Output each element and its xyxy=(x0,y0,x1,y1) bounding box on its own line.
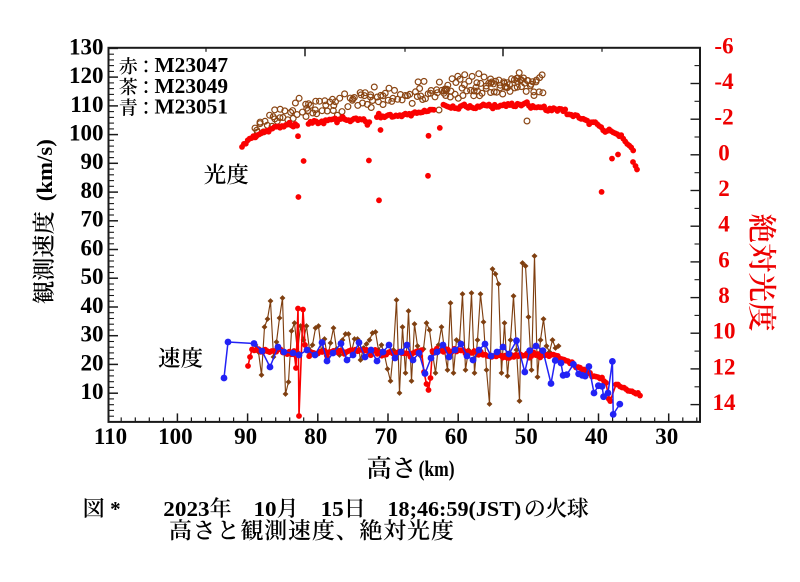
svg-text:4: 4 xyxy=(718,212,730,237)
svg-text:90: 90 xyxy=(81,149,104,174)
svg-text:60: 60 xyxy=(81,235,104,260)
svg-text:(km/s): (km/s) xyxy=(32,139,57,201)
svg-text:60: 60 xyxy=(445,424,468,449)
svg-text:14: 14 xyxy=(713,390,737,415)
svg-text:30: 30 xyxy=(655,424,678,449)
svg-text:20: 20 xyxy=(81,350,104,375)
svg-text:8: 8 xyxy=(718,283,730,308)
svg-text:M23051: M23051 xyxy=(155,95,229,119)
svg-text:30: 30 xyxy=(81,322,104,347)
svg-text:15: 15 xyxy=(321,497,344,521)
svg-text:40: 40 xyxy=(81,293,104,318)
svg-text:0: 0 xyxy=(718,140,730,165)
svg-text:50: 50 xyxy=(515,424,538,449)
svg-text:110: 110 xyxy=(94,424,127,449)
svg-text:2023: 2023 xyxy=(163,497,209,521)
svg-text:90: 90 xyxy=(234,424,257,449)
svg-text:130: 130 xyxy=(69,34,104,59)
svg-text:2: 2 xyxy=(718,176,730,201)
svg-text:80: 80 xyxy=(304,424,327,449)
svg-text:M23049: M23049 xyxy=(155,74,229,98)
svg-text:10: 10 xyxy=(81,379,104,404)
svg-text:12: 12 xyxy=(713,354,736,379)
svg-text:18;46:59(JST): 18;46:59(JST) xyxy=(388,497,522,521)
svg-text:40: 40 xyxy=(585,424,608,449)
svg-text:(km): (km) xyxy=(419,456,455,481)
svg-text:100: 100 xyxy=(158,424,193,449)
svg-text:70: 70 xyxy=(375,424,398,449)
svg-text:-6: -6 xyxy=(714,33,733,58)
svg-text:80: 80 xyxy=(81,178,104,203)
svg-text:110: 110 xyxy=(70,92,103,117)
svg-text:120: 120 xyxy=(69,63,104,88)
svg-text:6: 6 xyxy=(718,247,730,272)
svg-text:-2: -2 xyxy=(714,105,733,130)
svg-text:10: 10 xyxy=(713,319,736,344)
svg-text:-4: -4 xyxy=(714,69,734,94)
svg-text:10: 10 xyxy=(254,497,277,521)
svg-text:70: 70 xyxy=(81,207,104,232)
svg-text:*: * xyxy=(110,497,121,521)
svg-text:100: 100 xyxy=(69,121,104,146)
svg-text:50: 50 xyxy=(81,264,104,289)
svg-text:M23047: M23047 xyxy=(155,53,229,77)
